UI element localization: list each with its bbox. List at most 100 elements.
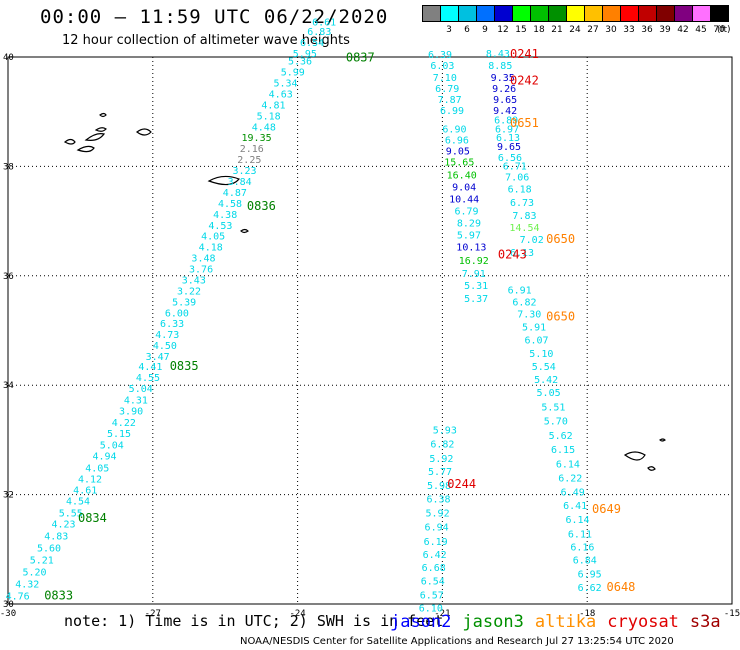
y-tick-label: 40 bbox=[3, 53, 14, 63]
wave-height-value: 7.10 bbox=[433, 73, 457, 84]
wave-height-value: 6.79 bbox=[435, 84, 459, 95]
satellite-legend-item: jason3 bbox=[462, 612, 524, 632]
wave-height-value: 5.37 bbox=[464, 294, 488, 305]
pass-time-label: 0650 bbox=[546, 310, 575, 324]
credit-line: NOAA/NESDIS Center for Satellite Applica… bbox=[240, 636, 674, 647]
wave-height-value: 6.15 bbox=[551, 445, 575, 456]
wave-height-value: 4.23 bbox=[51, 519, 75, 530]
map-frame bbox=[7, 56, 733, 605]
pass-time-label: 0836 bbox=[247, 199, 276, 213]
wave-height-value: 5.18 bbox=[257, 111, 281, 122]
legend-label: 12 bbox=[497, 25, 509, 35]
wave-height-value: 6.84 bbox=[573, 556, 597, 567]
legend-label: 30 bbox=[605, 25, 617, 35]
wave-height-value: 4.81 bbox=[261, 100, 285, 111]
wave-height-value: 3.23 bbox=[232, 166, 256, 177]
island-outline bbox=[76, 145, 95, 153]
legend-label: 21 bbox=[551, 25, 563, 35]
legend-unit: (ft) bbox=[717, 25, 731, 35]
y-tick-label: 38 bbox=[3, 162, 14, 172]
island-outline bbox=[647, 466, 656, 471]
wave-height-value: 9.65 bbox=[493, 95, 517, 106]
wave-height-value: 5.34 bbox=[273, 79, 297, 90]
wave-height-value: 19.35 bbox=[242, 133, 272, 144]
island-outline bbox=[63, 138, 76, 145]
wave-height-value: 5.04 bbox=[100, 441, 124, 452]
wave-height-value: 4.63 bbox=[269, 89, 293, 100]
pass-time-label: 0835 bbox=[170, 359, 199, 373]
wave-height-value: 7.02 bbox=[520, 235, 544, 246]
legend-label: 6 bbox=[464, 25, 470, 35]
wave-height-value: 5.36 bbox=[288, 57, 312, 68]
legend-label: 27 bbox=[587, 25, 599, 35]
wave-height-value: 6.42 bbox=[423, 550, 447, 561]
wave-height-value: 6.62 bbox=[578, 583, 602, 594]
wave-height-value: 6.07 bbox=[524, 336, 548, 347]
wave-height-value: 4.22 bbox=[112, 418, 136, 429]
wave-height-value: 16.92 bbox=[459, 256, 489, 267]
wave-height-value: 9.05 bbox=[446, 146, 470, 157]
page-title: 00:00 – 11:59 UTC 06/22/2020 bbox=[40, 6, 389, 28]
wave-height-value: 2.16 bbox=[240, 144, 264, 155]
wave-height-value: 4.58 bbox=[218, 199, 242, 210]
wave-height-value: 4.73 bbox=[155, 330, 179, 341]
wave-height-value: 4.54 bbox=[66, 496, 90, 507]
wave-height-value: 5.93 bbox=[433, 425, 457, 436]
legend-label: 18 bbox=[533, 25, 545, 35]
legend-label: 39 bbox=[659, 25, 671, 35]
wave-height-value: 6.33 bbox=[160, 319, 184, 330]
wave-height-value: 3.90 bbox=[119, 407, 143, 418]
satellite-legend: jason2 jason3 altika cryosat s3a bbox=[390, 612, 732, 632]
legend-swatch bbox=[710, 5, 729, 22]
pass-time-label: 0837 bbox=[346, 50, 375, 64]
wave-height-value: 6.18 bbox=[508, 185, 532, 196]
wave-height-value: 6.61 bbox=[312, 17, 336, 28]
pass-time-label: 0650 bbox=[546, 232, 575, 246]
pass-time-label: 0241 bbox=[510, 47, 539, 61]
pass-time-label: 0651 bbox=[510, 116, 539, 130]
pass-time-label: 0244 bbox=[447, 477, 476, 491]
wave-height-value: 6.16 bbox=[570, 542, 594, 553]
wave-height-value: 7.91 bbox=[462, 269, 486, 280]
wave-height-value: 6.11 bbox=[568, 529, 592, 540]
wave-height-value: 6.68 bbox=[422, 563, 446, 574]
wave-height-value: 6.71 bbox=[503, 162, 527, 173]
wave-height-value: 5.20 bbox=[22, 568, 46, 579]
wave-height-value: 5.97 bbox=[457, 231, 481, 242]
island-outline bbox=[659, 438, 666, 442]
wave-height-value: 6.14 bbox=[556, 459, 580, 470]
island-outline bbox=[135, 128, 152, 136]
y-tick-label: 36 bbox=[3, 272, 14, 282]
wave-height-value: 8.29 bbox=[457, 219, 481, 230]
wave-height-value: 4.31 bbox=[124, 395, 148, 406]
wave-height-value: 4.05 bbox=[201, 232, 225, 243]
legend-label: 70 bbox=[713, 25, 725, 35]
pass-time-label: 0833 bbox=[44, 589, 73, 603]
wave-height-value: 7.30 bbox=[517, 309, 541, 320]
wave-height-value: 2.25 bbox=[237, 155, 261, 166]
wave-height-value: 9.26 bbox=[492, 84, 516, 95]
wave-height-value: 6.13 bbox=[496, 133, 520, 144]
wave-height-value: 4.32 bbox=[15, 580, 39, 591]
note-text: note: 1) Time is in UTC; 2) SWH is in fe… bbox=[64, 612, 444, 630]
pass-time-label: 0649 bbox=[592, 502, 621, 516]
y-tick-label: 34 bbox=[3, 381, 14, 391]
wave-height-value: 4.55 bbox=[136, 373, 160, 384]
island-outline bbox=[94, 127, 107, 132]
wave-height-value: 5.98 bbox=[427, 481, 451, 492]
wave-height-value: 6.96 bbox=[445, 135, 469, 146]
wave-height-value: 5.10 bbox=[529, 349, 553, 360]
wave-height-value: 5.77 bbox=[428, 467, 452, 478]
wave-height-value: 9.42 bbox=[493, 106, 517, 117]
pass-time-label: 0648 bbox=[607, 580, 636, 594]
legend-label: 24 bbox=[569, 25, 581, 35]
wave-height-value: 5.54 bbox=[532, 362, 556, 373]
wave-height-value: 6.56 bbox=[498, 153, 522, 164]
legend-label: 9 bbox=[482, 25, 488, 35]
wave-height-value: 6.03 bbox=[430, 61, 454, 72]
wave-height-value: 6.22 bbox=[558, 473, 582, 484]
wave-height-legend: (ft) 3 6 9 12 15 18 21 24 27 30 33 36 39 42 45 70 bbox=[422, 5, 740, 39]
wave-height-value: 6.82 bbox=[512, 297, 536, 308]
wave-height-value: 14.54 bbox=[509, 223, 539, 234]
island-outline bbox=[99, 112, 107, 118]
